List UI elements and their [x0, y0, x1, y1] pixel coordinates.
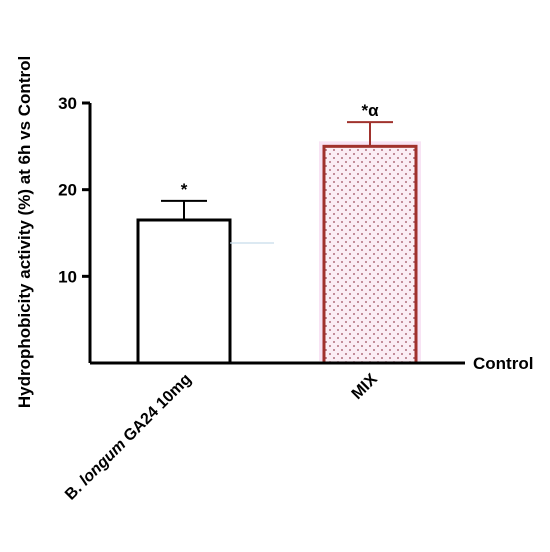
- y-tick-label-0: 10: [58, 267, 77, 286]
- bar-1: [322, 144, 418, 365]
- y-tick-label-1: 20: [58, 181, 77, 200]
- y-axis-label: Hydrophobicity activity (%) at 6h vs Con…: [15, 56, 34, 408]
- y-tick-label-2: 30: [58, 94, 77, 113]
- control-baseline-label: Control: [473, 354, 533, 373]
- bar-0: [136, 218, 232, 365]
- category-labels-group: B. longum GA24 10mg MIX: [62, 371, 381, 504]
- y-ticks-group: 10 20 30: [58, 94, 90, 286]
- significance-label-1: *α: [361, 101, 379, 120]
- category-label-0: B. longum GA24 10mg: [62, 371, 195, 504]
- category-label-1: MIX: [349, 371, 381, 403]
- bars-group: * *α: [136, 101, 421, 365]
- significance-label-0: *: [181, 180, 188, 199]
